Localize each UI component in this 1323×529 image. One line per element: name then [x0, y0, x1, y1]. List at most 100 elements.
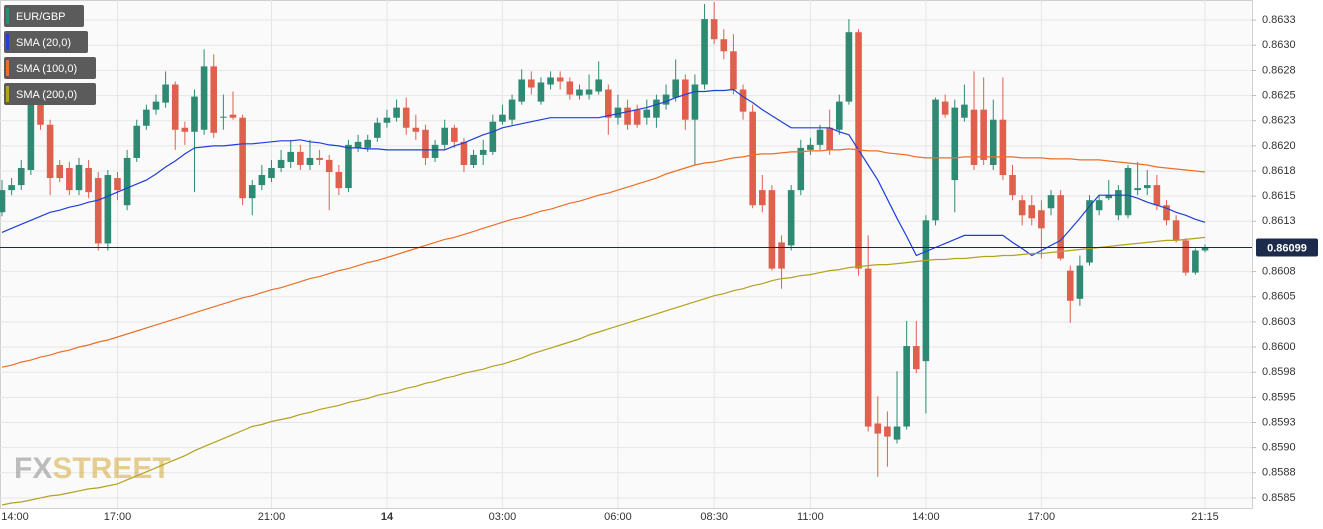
candle-body [210, 66, 218, 133]
candle-body [268, 167, 275, 179]
candle-body [75, 164, 83, 191]
candle-body [104, 175, 112, 244]
legend-swatch [6, 60, 9, 76]
candle-body [412, 127, 420, 132]
candle-body [662, 94, 670, 105]
sma-line [1, 88, 1206, 257]
legend-box [4, 5, 84, 27]
candle-body [306, 157, 314, 165]
candle-body [402, 107, 410, 128]
candle-body [229, 114, 237, 118]
candle-body [643, 109, 651, 118]
watermark: FXSTREET [14, 452, 171, 485]
candle-body [335, 172, 343, 189]
candle-body [27, 104, 35, 171]
y-tick-label: 0.8595 [1262, 391, 1296, 403]
candle-body [181, 127, 189, 132]
candle-body [701, 19, 708, 85]
legend-box [4, 57, 96, 79]
candle-body [297, 151, 304, 165]
candle-body [633, 109, 641, 125]
candle-body [46, 124, 54, 179]
x-tick-label: 17:00 [104, 511, 132, 523]
candle-body [1066, 270, 1074, 301]
candle-body [1201, 247, 1209, 251]
candle-body [1153, 185, 1161, 206]
sma-line [1, 236, 1206, 506]
y-tick-label: 0.8590 [1262, 442, 1296, 454]
legend-label: SMA (100,0) [16, 63, 77, 75]
plot-area [0, 0, 1253, 509]
y-tick-label: 0.8600 [1262, 341, 1296, 353]
last-price-label: 0.86099 [1267, 242, 1307, 254]
candle-body [287, 151, 295, 162]
candle-body [123, 157, 131, 206]
candle-body [1057, 195, 1064, 259]
candle-body [143, 109, 150, 126]
candle-body [1105, 195, 1113, 199]
candle-body [1076, 265, 1084, 299]
candle-body [528, 79, 535, 88]
x-tick-label: 14:00 [912, 511, 940, 523]
candle-body [325, 159, 333, 173]
candle-body [133, 125, 141, 158]
candle-body [1134, 188, 1141, 191]
legend-box [4, 83, 96, 105]
candle-body [162, 84, 169, 103]
candle-body [1086, 200, 1093, 263]
y-tick-label: 0.8623 [1262, 115, 1296, 127]
watermark-prefix: FX [14, 452, 52, 485]
legend-label: SMA (200,0) [16, 89, 77, 101]
candle-body [499, 114, 506, 122]
candle-body [345, 144, 352, 189]
candle-body [989, 119, 997, 165]
x-tick-label: 08:30 [700, 511, 728, 523]
candle-body [739, 89, 747, 112]
candle-body [393, 107, 400, 118]
candle-body [893, 426, 901, 440]
candle-body [797, 147, 805, 191]
candle-body [239, 117, 246, 199]
legend-swatch [6, 8, 9, 24]
candle-body [441, 127, 449, 145]
y-tick-label: 0.8633 [1262, 14, 1296, 26]
candle-body [903, 346, 910, 427]
candle-body [826, 127, 833, 150]
candle-body [912, 346, 920, 370]
candle-body [114, 178, 121, 191]
candle-body [595, 79, 602, 92]
candle-body [980, 109, 987, 160]
y-tick-label: 0.8613 [1262, 215, 1296, 227]
candle-body [884, 426, 891, 437]
candle-body [8, 185, 15, 191]
candle-body [691, 84, 699, 120]
candle-body [835, 101, 843, 130]
y-tick-label: 0.8618 [1262, 165, 1296, 177]
legend-label: EUR/GBP [16, 11, 66, 23]
sma-line [1, 148, 1206, 368]
y-tick-label: 0.8585 [1262, 492, 1296, 504]
candle-body [200, 66, 208, 130]
x-tick-label: 06:00 [604, 511, 632, 523]
candle-body [778, 242, 785, 269]
candle-body [1009, 175, 1016, 196]
candle-body [730, 51, 737, 90]
y-tick-label: 0.8630 [1262, 39, 1296, 51]
candle-body [874, 423, 882, 434]
candle-body [374, 122, 381, 138]
candle-body [37, 104, 44, 125]
y-tick-label: 0.8608 [1262, 266, 1296, 278]
candle-body [787, 190, 795, 246]
legend-swatch [6, 34, 9, 50]
candle-body [277, 159, 285, 168]
candle-body [191, 96, 198, 132]
candle-body [1172, 220, 1180, 241]
candle-body [248, 185, 256, 199]
y-tick-label: 0.8605 [1262, 291, 1296, 303]
candle-body [1124, 167, 1132, 216]
candle-body [17, 167, 25, 186]
candle-body [758, 190, 766, 206]
candle-body [470, 154, 477, 165]
candle-body [864, 268, 872, 427]
candle-body [710, 19, 718, 40]
